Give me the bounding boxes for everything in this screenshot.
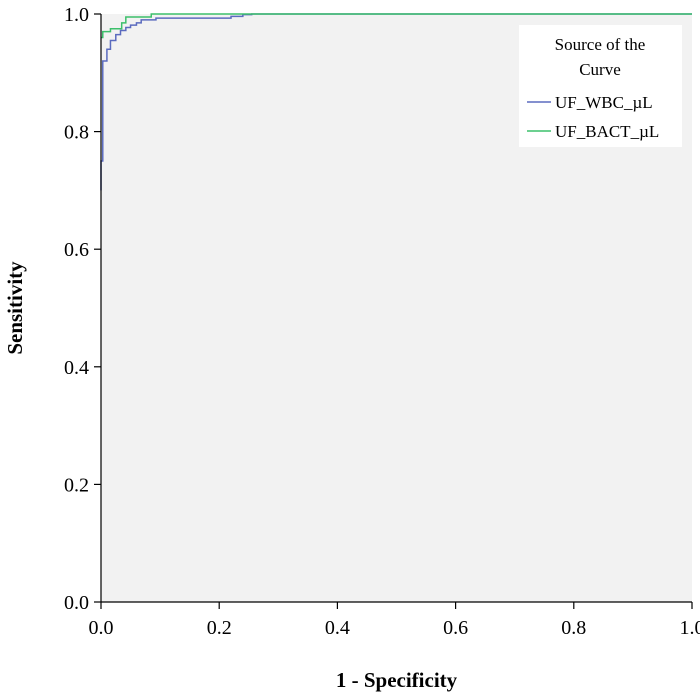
legend-title-line2: Curve	[579, 60, 621, 79]
x-tick-label: 0.8	[561, 617, 586, 639]
legend-label-wbc: UF_WBC_µL	[555, 93, 653, 112]
y-tick-label: 0.0	[64, 592, 89, 614]
x-tick-label: 0.6	[443, 617, 468, 639]
y-tick-label: 0.8	[64, 122, 89, 144]
series-layer	[100, 13, 692, 191]
x-axis-title: 1 - Specificity	[336, 668, 458, 692]
roc-curve-bact	[101, 13, 692, 39]
y-tick-label: 1.0	[64, 4, 89, 26]
y-axis-title: Sensitivity	[3, 261, 27, 355]
roc-curve-wbc	[100, 13, 692, 191]
y-tick-label: 0.2	[64, 474, 89, 496]
y-tick-label: 0.4	[64, 357, 89, 379]
x-tick-label: 0.4	[325, 617, 350, 639]
y-tick-label: 0.6	[64, 239, 89, 261]
legend-label-bact: UF_BACT_µL	[555, 122, 659, 141]
legend-title-line1: Source of the	[555, 35, 646, 54]
x-ticks: 0.0 0.2 0.4 0.6 0.8 1.0	[89, 602, 700, 639]
x-tick-label: 0.2	[207, 617, 232, 639]
legend: Source of the Curve UF_WBC_µL UF_BACT_µL	[519, 25, 682, 147]
legend-box	[519, 25, 682, 147]
x-tick-label: 0.0	[89, 617, 114, 639]
y-ticks: 0.0 0.2 0.4 0.6 0.8 1.0	[64, 4, 101, 614]
x-tick-label: 1.0	[680, 617, 700, 639]
